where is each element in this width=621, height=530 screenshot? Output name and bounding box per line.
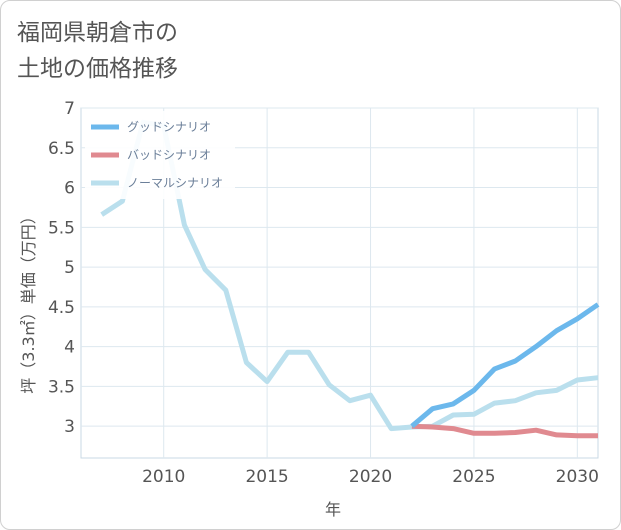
y-tick-label: 6 — [64, 179, 75, 199]
x-axis-ticks: 2010 2015 2020 2025 2030 — [142, 467, 599, 487]
y-tick-label: 7 — [64, 99, 75, 119]
x-axis-label: 年 — [325, 500, 341, 519]
series-line-2 — [411, 423, 598, 439]
y-axis-ticks: 3 3.5 4 4.5 5 5.5 6 6.5 7 — [48, 99, 75, 437]
x-tick-label: 2010 — [142, 467, 185, 487]
x-tick-label: 2030 — [556, 467, 599, 487]
legend-label: ノーマルシナリオ — [127, 176, 223, 190]
x-tick-label: 2020 — [349, 467, 392, 487]
y-tick-label: 3 — [64, 417, 75, 437]
series-lines — [100, 119, 600, 439]
chart-title-line-2: 土地の価格推移 — [17, 56, 178, 82]
y-tick-label: 4.5 — [48, 298, 75, 318]
y-tick-label: 5.5 — [48, 218, 75, 238]
y-tick-label: 6.5 — [48, 139, 75, 159]
legend-label: グッドシナリオ — [127, 120, 211, 134]
x-tick-label: 2015 — [245, 467, 288, 487]
series-line-1 — [410, 302, 600, 429]
x-tick-label: 2025 — [452, 467, 495, 487]
chart-title: 福岡県朝倉市の 土地の価格推移 — [17, 15, 178, 87]
y-tick-label: 5 — [64, 258, 75, 278]
legend-label: バッドシナリオ — [127, 148, 211, 162]
series-line-3 — [100, 119, 599, 432]
chart-title-line-1: 福岡県朝倉市の — [17, 20, 178, 46]
y-axis-label: 坪（3.3㎡）単価（万円） — [19, 208, 38, 393]
y-tick-label: 4 — [64, 338, 75, 358]
y-tick-label: 3.5 — [48, 377, 75, 397]
